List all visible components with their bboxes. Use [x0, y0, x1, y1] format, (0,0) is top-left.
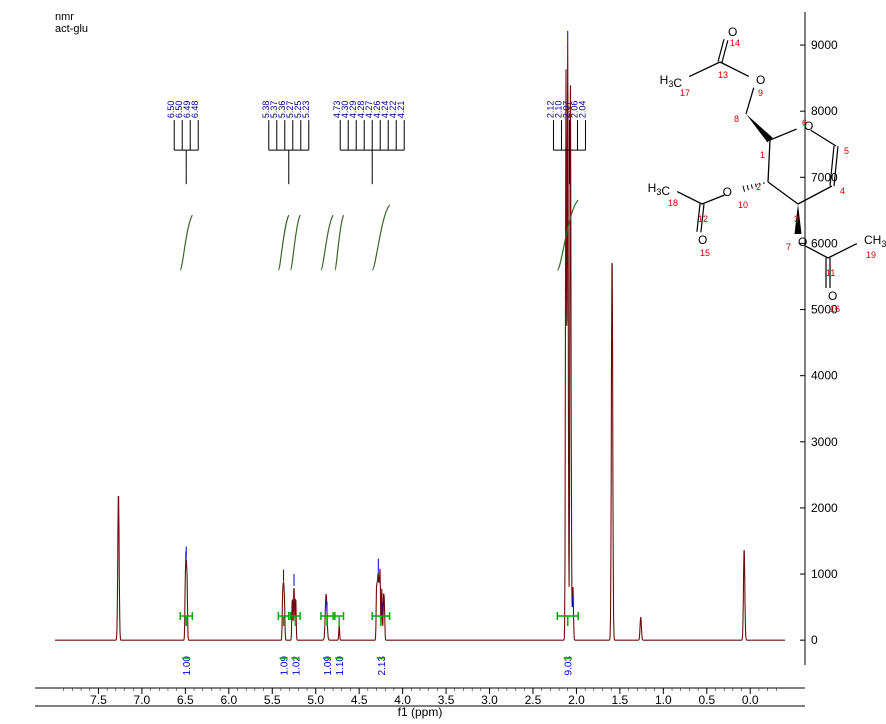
x-tick-label: 7.5	[90, 693, 107, 707]
x-tick-label: 5.5	[264, 693, 281, 707]
y-tick-label: 9000	[811, 38, 838, 52]
peak-ppm-label: 5.23	[301, 101, 311, 119]
atom-label: O	[698, 233, 707, 247]
x-tick-label: 4.5	[351, 693, 368, 707]
x-tick-label: 2.5	[525, 693, 542, 707]
x-tick-label: 1.5	[612, 693, 629, 707]
atom-label: H3C	[648, 181, 671, 198]
nmr-spectrum-plot: nmract-glu7.57.06.56.05.55.04.54.03.53.0…	[0, 0, 886, 724]
y-tick-label: 2000	[811, 501, 838, 515]
x-tick-label: 0.5	[698, 693, 715, 707]
atom-number: 6	[802, 118, 807, 128]
atom-label: CH3	[864, 233, 886, 249]
y-tick-label: 1000	[811, 567, 838, 581]
integral-curve	[372, 205, 389, 270]
atom-label: O	[723, 185, 732, 199]
atom-number: 2	[756, 182, 761, 192]
atom-number: 3	[794, 214, 799, 224]
atom-number: 12	[698, 214, 708, 224]
integral-curve	[321, 215, 333, 270]
atom-label: O	[828, 289, 837, 303]
integral-curve	[180, 215, 192, 270]
atom-label: H3C	[660, 73, 683, 90]
x-tick-label: 3.0	[481, 693, 498, 707]
atom-number: 9	[758, 88, 763, 98]
x-tick-label: 6.5	[177, 693, 194, 707]
peak-ppm-label: 2.04	[577, 101, 587, 119]
atom-number: 19	[866, 250, 876, 260]
atom-number: 5	[844, 146, 849, 156]
molecule-structure: O1413H3C17O981O65432O1012H3C18O15O711CH3…	[648, 25, 886, 314]
y-tick-label: 6000	[811, 236, 838, 250]
x-tick-label: 7.0	[134, 693, 151, 707]
peak-ppm-label: 4.21	[396, 101, 406, 119]
x-tick-label: 1.0	[655, 693, 672, 707]
atom-label: O	[798, 235, 807, 249]
y-tick-label: 3000	[811, 435, 838, 449]
atom-label: O	[728, 25, 737, 39]
sample-title: nmr	[55, 11, 74, 23]
y-tick-label: 4000	[811, 369, 838, 383]
x-axis-label: f1 (ppm)	[398, 705, 443, 719]
y-tick-label: 8000	[811, 104, 838, 118]
atom-number: 13	[718, 70, 728, 80]
x-tick-label: 0.0	[742, 693, 759, 707]
atom-number: 16	[830, 304, 840, 314]
integral-curve	[278, 215, 288, 270]
y-tick-label: 0	[811, 633, 818, 647]
atom-number: 4	[840, 186, 845, 196]
x-tick-label: 2.0	[568, 693, 585, 707]
atom-label: O	[756, 73, 765, 87]
atom-number: 15	[700, 248, 710, 258]
atom-number: 17	[680, 88, 690, 98]
experiment-title: act-glu	[55, 23, 88, 35]
x-tick-label: 6.0	[220, 693, 237, 707]
atom-number: 18	[668, 198, 678, 208]
atom-number: 14	[730, 38, 740, 48]
integral-curve	[291, 215, 301, 270]
atom-number: 11	[826, 268, 835, 278]
integral-curve	[335, 215, 344, 270]
atom-number: 7	[786, 242, 791, 252]
peak-ppm-label: 6.48	[190, 101, 200, 119]
atom-number: 10	[738, 200, 748, 210]
atom-number: 1	[760, 150, 765, 160]
atom-number: 8	[734, 114, 739, 124]
spectrum-trace	[55, 43, 785, 640]
x-tick-label: 5.0	[307, 693, 324, 707]
